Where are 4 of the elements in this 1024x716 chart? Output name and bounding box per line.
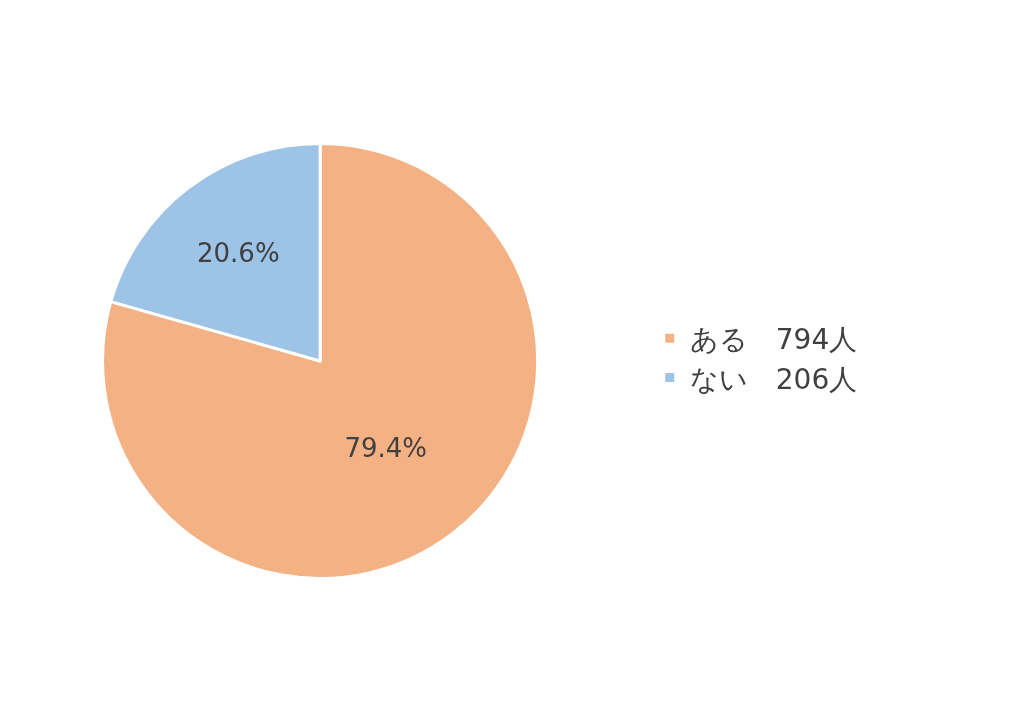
data-label: 79.4% bbox=[344, 432, 428, 463]
legend-label: ある 794人 bbox=[689, 323, 858, 357]
data-label: 20.6% bbox=[196, 237, 280, 268]
legend-label: ない 206人 bbox=[689, 362, 858, 396]
